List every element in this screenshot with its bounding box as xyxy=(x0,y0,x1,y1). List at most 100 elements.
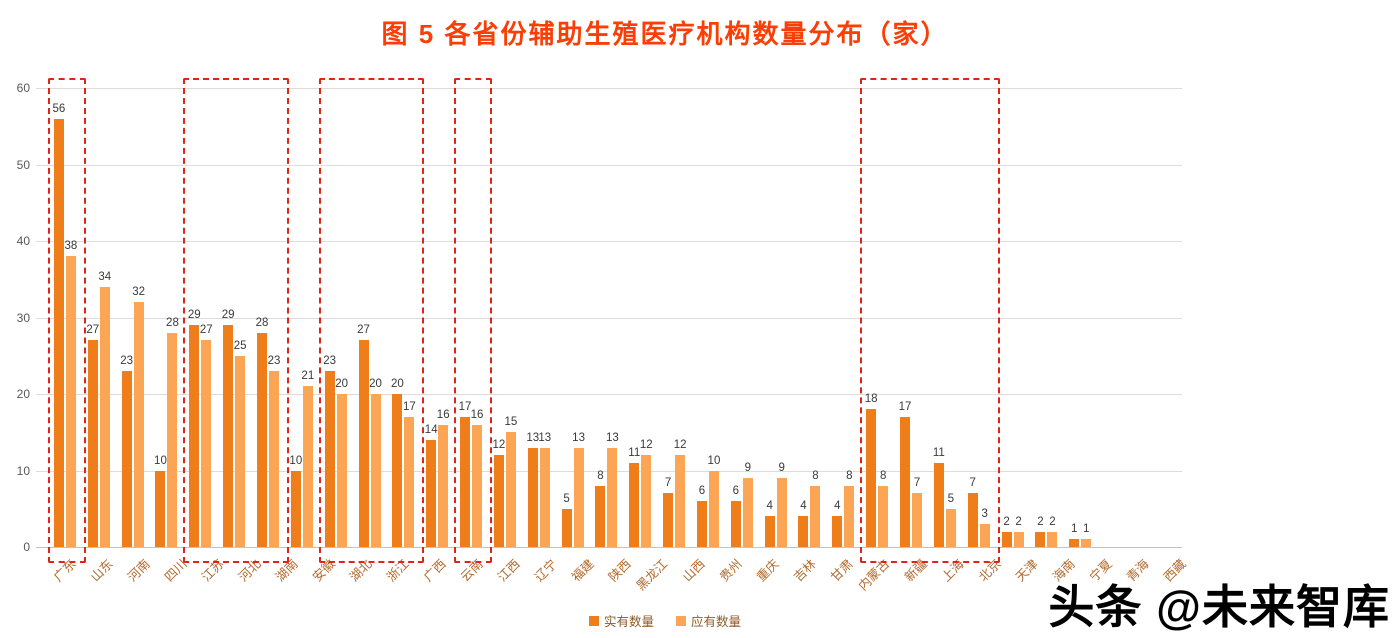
data-label: 11 xyxy=(932,446,945,459)
expected-count-bar: 34 xyxy=(98,271,111,547)
gridline xyxy=(36,547,1182,548)
expected-count-bar: 2 xyxy=(1047,516,1058,547)
y-tick-label: 40 xyxy=(16,234,30,248)
x-tick: 广东 xyxy=(48,549,85,597)
expected-count-bar: 13 xyxy=(606,432,619,547)
data-label: 4 xyxy=(766,500,773,513)
data-label: 17 xyxy=(458,400,472,413)
x-tick: 上海 xyxy=(935,549,972,597)
data-label: 17 xyxy=(402,400,416,413)
actual-count-bar: 23 xyxy=(323,355,336,547)
data-label: 28 xyxy=(255,316,269,329)
expected-count-bar: 12 xyxy=(640,439,653,547)
bar-group: 20 17 xyxy=(386,88,420,547)
x-axis-label: 辽宁 xyxy=(532,556,560,585)
x-axis-label: 山东 xyxy=(88,556,117,585)
x-axis-label: 甘肃 xyxy=(827,556,856,585)
x-tick: 云南 xyxy=(455,549,492,597)
y-tick-label: 0 xyxy=(23,540,30,554)
expected-count-bar: 25 xyxy=(234,340,247,547)
bar-group: 27 20 xyxy=(353,88,387,547)
data-label: 12 xyxy=(492,439,506,452)
data-label: 8 xyxy=(597,469,604,482)
data-label: 3 xyxy=(981,508,988,521)
x-tick: 河北 xyxy=(233,549,270,597)
expected-count-bar: 8 xyxy=(810,470,821,547)
x-tick: 吉林 xyxy=(787,549,824,597)
bar-group: 23 20 xyxy=(319,88,353,547)
bar-group: 11 5 xyxy=(928,88,962,547)
gridline xyxy=(36,394,1182,395)
legend-item: 实有数量 xyxy=(588,611,654,630)
data-label: 17 xyxy=(898,400,912,413)
data-label: 12 xyxy=(639,439,653,452)
actual-count-bar: 56 xyxy=(53,103,65,547)
x-axis-label: 福建 xyxy=(569,556,597,585)
bar-group: 5 13 xyxy=(556,88,590,547)
expected-count-bar: 13 xyxy=(538,432,551,547)
x-tick: 湖北 xyxy=(344,549,381,597)
expected-count-bar: 13 xyxy=(572,432,585,547)
x-tick: 河南 xyxy=(122,549,159,597)
actual-count-bar: 14 xyxy=(425,424,438,547)
data-label: 7 xyxy=(664,477,672,490)
data-label: 10 xyxy=(707,454,721,467)
bar-group: 12 15 xyxy=(488,88,522,547)
data-label: 2 xyxy=(1037,515,1044,528)
bar-group: 7 12 xyxy=(657,88,691,547)
data-label: 2 xyxy=(1015,515,1022,528)
x-tick: 内蒙古 xyxy=(856,549,898,597)
expected-count-bar: 1 xyxy=(1081,523,1092,547)
data-label: 23 xyxy=(323,355,337,368)
actual-count-bar: 17 xyxy=(459,401,471,547)
watermark: 头条 @未来智库 xyxy=(1048,581,1390,634)
bar-group: 8 13 xyxy=(590,88,624,547)
expected-count-bar: 20 xyxy=(369,378,382,547)
actual-count-bar: 7 xyxy=(967,477,978,547)
actual-count-bar: 12 xyxy=(492,439,505,547)
data-label: 27 xyxy=(86,324,100,337)
data-label: 23 xyxy=(267,355,281,368)
x-tick: 山西 xyxy=(676,549,713,597)
data-label: 20 xyxy=(335,378,349,391)
expected-count-bar: 7 xyxy=(912,477,923,547)
data-label: 10 xyxy=(154,454,167,467)
data-label: 6 xyxy=(698,485,706,498)
x-axis-label: 新疆 xyxy=(901,556,930,585)
actual-count-bar: 6 xyxy=(730,485,741,547)
x-axis-label: 重庆 xyxy=(754,556,782,585)
data-label: 5 xyxy=(563,492,570,505)
data-label: 5 xyxy=(947,492,955,505)
data-label: 1 xyxy=(1083,523,1090,536)
x-axis-label: 北京 xyxy=(975,556,1004,585)
x-axis-label: 天津 xyxy=(1012,556,1041,585)
x-tick: 江苏 xyxy=(196,549,233,597)
data-label: 8 xyxy=(879,469,887,482)
actual-count-bar: 20 xyxy=(391,378,404,547)
bar-group: 6 10 xyxy=(691,88,725,547)
data-label: 18 xyxy=(864,393,878,406)
x-axis-label: 四川 xyxy=(162,556,191,585)
legend-swatch-icon xyxy=(588,615,599,626)
data-label: 2 xyxy=(1003,515,1010,528)
y-axis: 0 10 20 30 40 50 60 xyxy=(2,81,32,554)
actual-count-bar: 13 xyxy=(526,432,539,547)
bar-group: 29 25 xyxy=(217,88,251,547)
x-axis-label: 河南 xyxy=(125,556,154,585)
actual-count-bar: 10 xyxy=(289,455,302,547)
data-label: 13 xyxy=(572,431,585,444)
x-tick: 福建 xyxy=(566,549,603,597)
actual-count-bar: 8 xyxy=(595,470,606,547)
y-tick-label: 30 xyxy=(16,310,30,325)
data-label: 25 xyxy=(233,339,247,352)
expected-count-bar: 8 xyxy=(844,470,855,547)
actual-count-bar: 5 xyxy=(561,493,572,547)
bar-group: 27 34 xyxy=(82,88,116,547)
data-label: 29 xyxy=(221,309,235,322)
bar-group: 23 32 xyxy=(116,88,150,547)
expected-count-bar: 16 xyxy=(437,409,450,547)
legend: 实有数量 应有数量 xyxy=(0,611,1330,630)
